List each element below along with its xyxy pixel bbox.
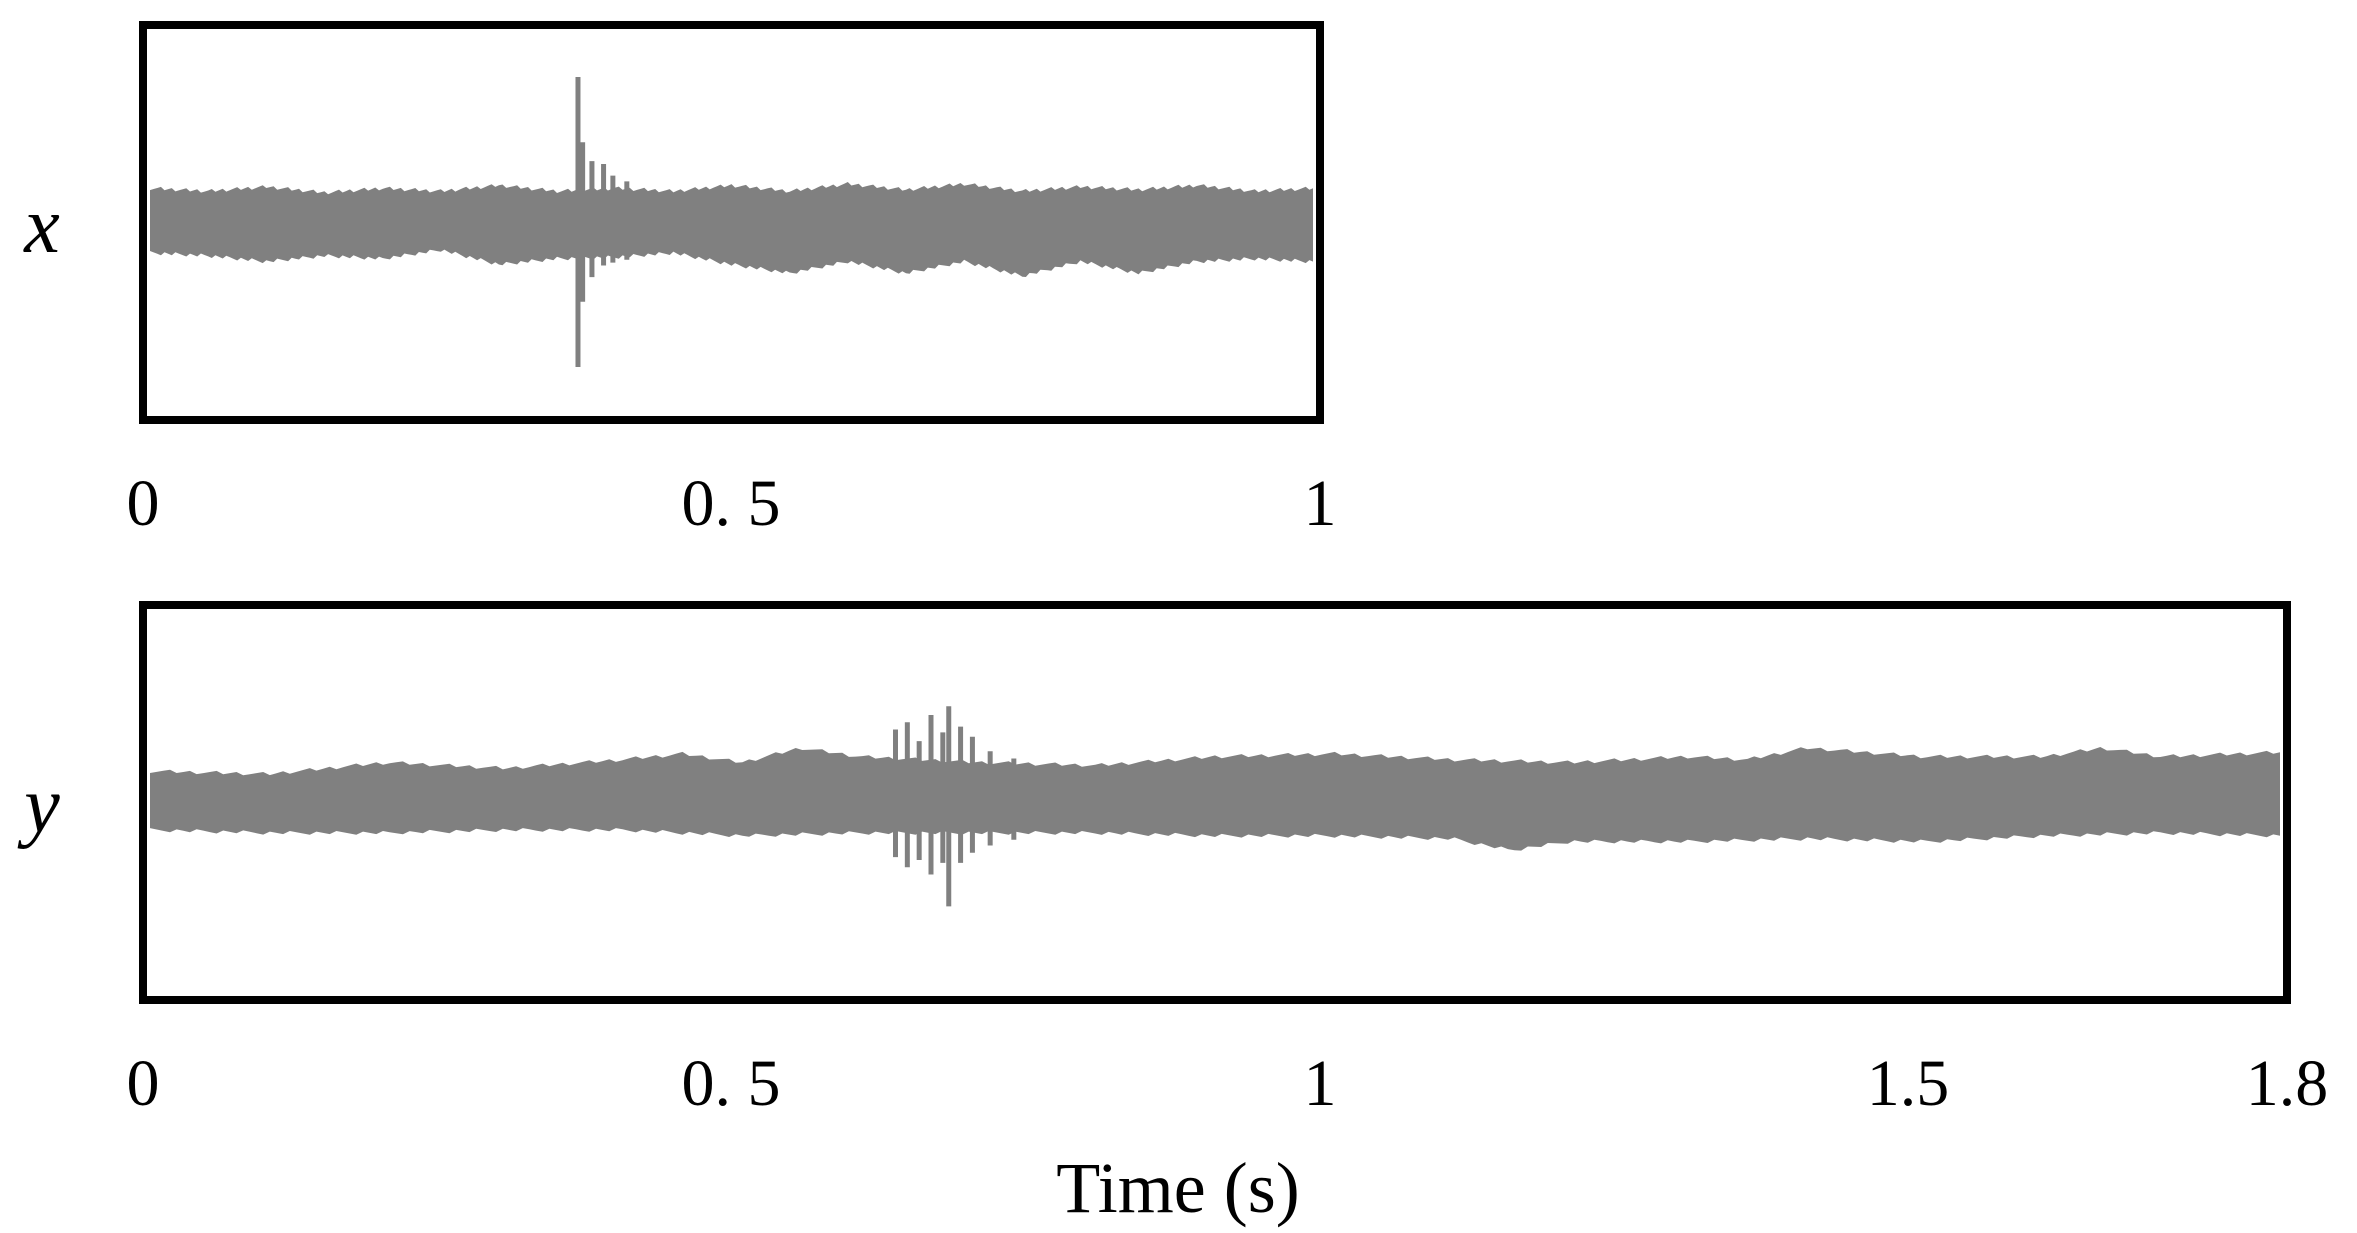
plot-frame-x (139, 21, 1324, 424)
x-tick-label: 0. 5 (682, 1047, 781, 1120)
signal-envelope (150, 747, 2280, 851)
x-tick-label: 1.5 (1867, 1047, 1950, 1120)
signal-y (150, 706, 2280, 907)
x-tick-label: 1 (1304, 467, 1337, 540)
ylabel-x: x (23, 182, 60, 270)
signal-x (150, 77, 1313, 367)
panel-x: x 0 0. 5 1 (23, 21, 1337, 540)
x-axis-title: Time (s) (1056, 1148, 1299, 1228)
x-tick-label: 0 (127, 467, 160, 540)
signal-envelope (150, 182, 1313, 277)
panel-y: y 0 0. 5 1 1.5 1.8 Time (s) (17, 601, 2329, 1228)
plot-frame-y (139, 601, 2291, 1004)
ylabel-y: y (17, 762, 60, 850)
x-tick-label: 0. 5 (682, 467, 781, 540)
x-tick-label: 0 (127, 1047, 160, 1120)
x-tick-label: 1 (1304, 1047, 1337, 1120)
x-tick-label: 1.8 (2246, 1047, 2329, 1120)
